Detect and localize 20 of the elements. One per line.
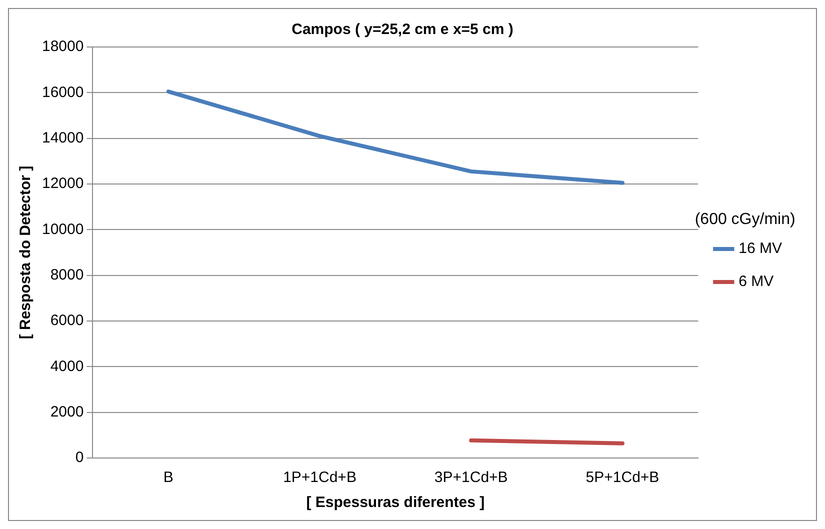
chart-title: Campos ( y=25,2 cm e x=5 cm ) [292,21,514,38]
y-tick-label: 6000 [50,312,84,330]
x-tick-label: 3P+1Cd+B [434,469,508,486]
y-tick-label: 10000 [42,220,84,238]
y-tick-label: 4000 [50,358,84,375]
y-tick-label: 14000 [42,129,84,146]
legend-label: 6 MV [738,273,774,290]
x-tick-label: B [163,469,174,486]
y-axis-title: [ Resposta do Detector ] [17,166,34,340]
y-tick-label: 16000 [42,84,84,101]
legend-label: 16 MV [738,240,782,258]
x-axis-title: [ Espessuras diferentes ] [306,494,485,512]
y-tick-label: 18000 [42,38,84,56]
y-tick-label: 12000 [42,175,84,192]
y-tick-label: 8000 [50,266,84,284]
y-tick-label: 2000 [50,403,84,420]
x-tick-label: 5P+1Cd+B [586,469,660,486]
legend-title: (600 cGy/min) [694,210,796,228]
x-tick-label: 1P+1Cd+B [283,469,356,486]
y-tick-label: 0 [75,449,84,466]
